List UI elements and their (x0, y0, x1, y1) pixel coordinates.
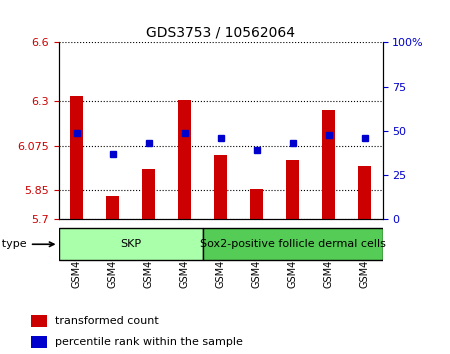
Text: Sox2-positive follicle dermal cells: Sox2-positive follicle dermal cells (199, 239, 386, 249)
Text: SKP: SKP (120, 239, 141, 249)
Bar (31, 315, 47, 327)
FancyBboxPatch shape (58, 228, 202, 260)
Bar (214, 155, 227, 219)
Bar (106, 196, 119, 219)
Bar (358, 166, 371, 219)
Text: cell type: cell type (0, 239, 54, 249)
Bar (31, 336, 47, 348)
Text: transformed count: transformed count (55, 316, 159, 326)
Bar (178, 99, 191, 219)
Bar (70, 96, 83, 219)
Title: GDS3753 / 10562064: GDS3753 / 10562064 (146, 26, 295, 40)
Bar (322, 110, 335, 219)
FancyBboxPatch shape (202, 228, 382, 260)
Bar (286, 160, 299, 219)
Bar (142, 169, 155, 219)
Text: percentile rank within the sample: percentile rank within the sample (55, 337, 243, 347)
Bar (250, 189, 263, 219)
